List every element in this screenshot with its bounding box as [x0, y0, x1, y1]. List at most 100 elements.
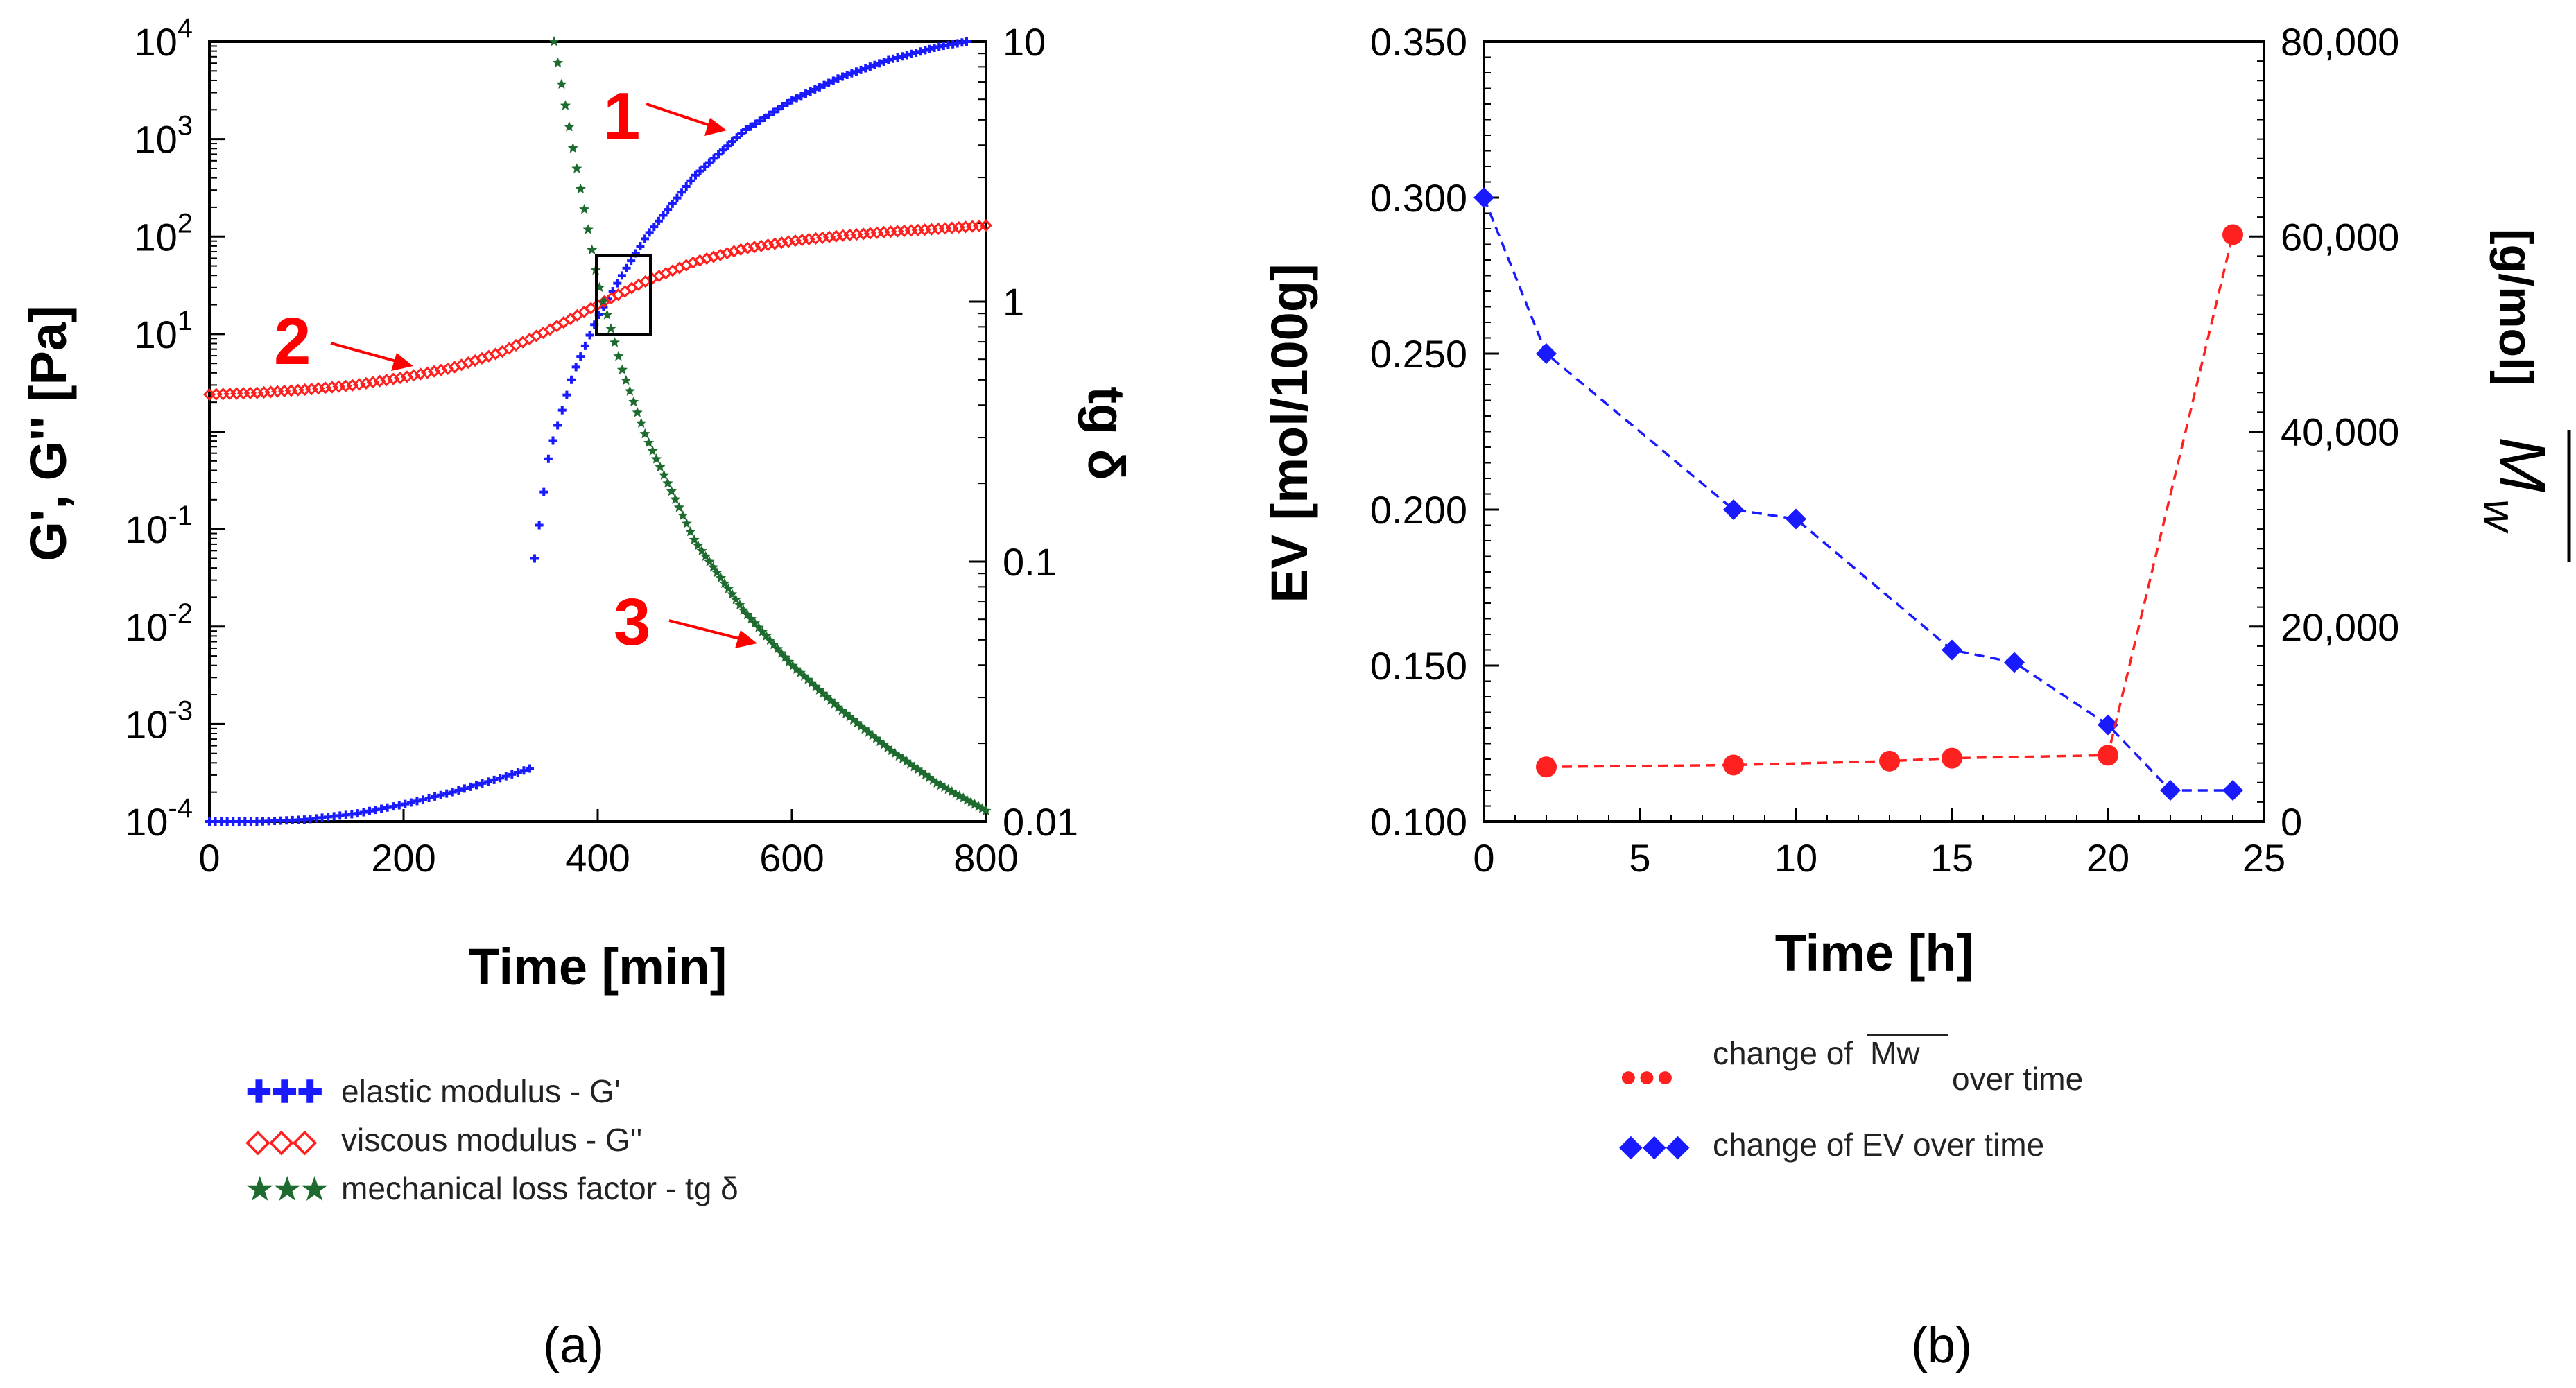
elastic-modulus-point [829, 76, 838, 85]
panel-b-ytick-left-label: 0.200 [1370, 488, 1467, 532]
loss-factor-point [734, 599, 745, 610]
elastic-modulus-point [496, 774, 505, 783]
panel-b-ytick-right-label: 60,000 [2281, 215, 2399, 259]
panel-a-ytick-right-label: 1 [1003, 280, 1024, 324]
curve-label-1-arrowhead [704, 118, 727, 136]
loss-factor-point [707, 562, 719, 572]
loss-factor-point [582, 224, 594, 234]
elastic-modulus-point [861, 64, 870, 73]
curve-label-3: 3 [614, 585, 650, 659]
viscous-modulus-point [979, 219, 993, 232]
panel-b-xtick-label: 25 [2242, 836, 2285, 880]
curve-label-1: 1 [603, 79, 640, 153]
panel-b-xtick-label: 10 [1774, 836, 1817, 880]
mw-point [2222, 224, 2243, 245]
panel-a-ytick-left-label: 102 [134, 208, 193, 259]
tick-exponent: 2 [178, 208, 193, 238]
panel-b-xtick-label: 0 [1473, 836, 1494, 880]
panel-b-ylabel-right-subscript: w [2475, 499, 2525, 534]
legend-item-ev-change: ◆◆◆ change of EV over time [1619, 1127, 2044, 1163]
series-viscous-modulus [202, 219, 993, 401]
loss-factor-point [616, 364, 628, 374]
ev-point [1536, 343, 1557, 364]
series-mw [1536, 224, 2243, 778]
legend-label-viscous-modulus: viscous modulus - G'' [341, 1122, 642, 1158]
elastic-modulus-point [704, 158, 714, 167]
elastic-modulus-point [765, 110, 774, 119]
panel-b-ytick-left-label: 0.150 [1370, 644, 1467, 688]
panel-b-plot-frame [1483, 40, 2265, 823]
legend-label-elastic-modulus: elastic modulus - G' [341, 1073, 620, 1109]
loss-factor-point [601, 309, 613, 320]
elastic-modulus-point [576, 352, 585, 361]
ev-point [1473, 187, 1494, 208]
loss-factor-point [666, 485, 677, 496]
elastic-modulus-point [833, 74, 842, 83]
elastic-modulus-point [856, 65, 865, 74]
panel-a-ytick-right-label: 10 [1003, 20, 1046, 64]
elastic-modulus-point [535, 521, 544, 530]
panel-a-xtick-label: 200 [371, 836, 435, 880]
tick-exponent: 4 [178, 13, 193, 44]
elastic-modulus-point [741, 125, 750, 135]
legend-label-mw-symbol: Mw [1870, 1035, 1920, 1071]
elastic-modulus-point [746, 122, 755, 131]
panel-b-marks [1473, 187, 2243, 801]
elastic-modulus-point [466, 782, 475, 791]
loss-factor-point [670, 494, 681, 504]
elastic-modulus-point [755, 116, 764, 125]
elastic-modulus-point [557, 406, 567, 415]
elastic-modulus-point [879, 57, 888, 66]
loss-factor-point [655, 461, 666, 472]
elastic-modulus-point [442, 789, 451, 798]
tick-exponent: -4 [168, 793, 193, 824]
loss-factor-point [598, 295, 609, 306]
elastic-modulus-point [519, 766, 528, 775]
panel-b-ytick-right-label: 40,000 [2281, 410, 2399, 454]
panel-a-crossover-box [595, 254, 652, 336]
loss-factor-point [632, 407, 643, 417]
legend-label-mw-post: over time [1952, 1061, 2083, 1097]
elastic-modulus-point [472, 781, 481, 790]
panel-a-xtick-label: 400 [565, 836, 630, 880]
elastic-modulus-point [424, 794, 433, 803]
tick-base: 10 [134, 313, 177, 356]
loss-factor-point [673, 502, 684, 512]
elastic-modulus-point [865, 62, 874, 71]
tick-base: 10 [134, 215, 177, 259]
elastic-modulus-point [567, 375, 576, 384]
loss-factor-point [636, 417, 647, 428]
panel-a-caption: (a) [543, 1318, 604, 1373]
mw-point [1536, 756, 1557, 778]
panel-b-ytick-right-label: 0 [2281, 800, 2302, 844]
panel-b-legend: ●●● change of Mw over time ◆◆◆ change of… [1619, 1034, 2083, 1163]
elastic-modulus-point [870, 60, 879, 69]
elastic-modulus-point [526, 764, 534, 773]
panel-a-ytick-left-label: 10-4 [125, 793, 193, 844]
loss-factor-point [643, 437, 655, 448]
loss-factor-point [613, 350, 624, 361]
curve-label-1-arrow [646, 103, 715, 128]
elastic-modulus-point [788, 96, 797, 105]
elastic-modulus-point [682, 182, 691, 191]
panel-b-caption: (b) [1911, 1318, 1972, 1373]
panel-a-ytick-right-label: 0.1 [1003, 540, 1057, 584]
elastic-modulus-point [613, 279, 622, 288]
elastic-modulus-point [875, 59, 884, 68]
elastic-modulus-point [714, 150, 723, 159]
loss-factor-point [719, 578, 730, 588]
loss-factor-point [704, 556, 715, 566]
elastic-modulus-point [792, 94, 801, 103]
elastic-modulus-point [544, 454, 553, 463]
elastic-modulus-point [783, 98, 792, 107]
elastic-modulus-point [718, 146, 727, 155]
legend-item-viscous-modulus: ◇◇◇ viscous modulus - G'' [245, 1122, 642, 1158]
panel-a-ylabel-left: G', G'' [Pa] [19, 305, 77, 561]
loss-factor-point [980, 805, 992, 815]
series-ev [1473, 187, 2243, 801]
legend-symbol-diamond: ◆◆◆ [1619, 1129, 1690, 1163]
elastic-modulus-point [530, 554, 539, 563]
elastic-modulus-point [695, 166, 704, 175]
tick-base: 10 [125, 508, 168, 551]
